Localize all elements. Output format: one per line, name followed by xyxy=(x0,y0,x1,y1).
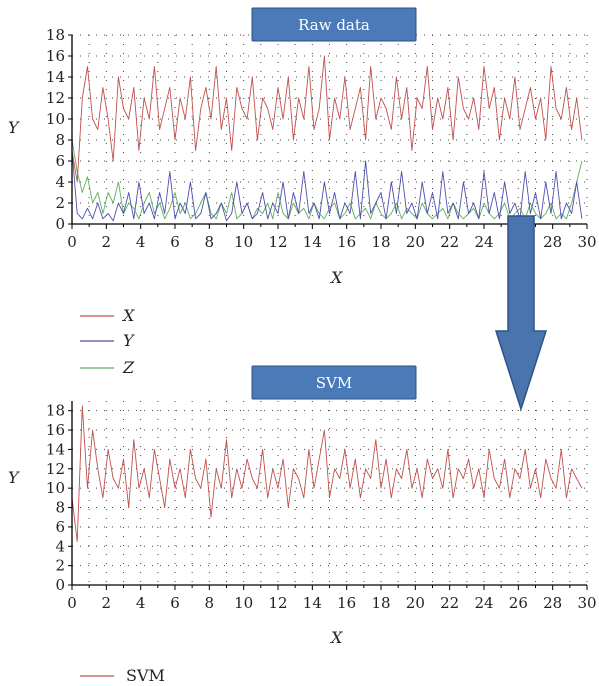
svm-x-tick-label: 2 xyxy=(102,594,112,612)
svm-y-tick-label: 14 xyxy=(46,440,65,458)
raw-data-x-tick-label: 22 xyxy=(440,233,459,251)
svm-series xyxy=(71,405,583,542)
raw-data-x-tick-label: 20 xyxy=(406,233,425,251)
raw-data-y-tick-label: 2 xyxy=(55,194,65,212)
svm-x-tick-label: 24 xyxy=(474,594,493,612)
legend-label-svm: SVM xyxy=(126,666,165,685)
raw-data-series-z-line xyxy=(71,139,583,220)
raw-data-y-tick-label: 14 xyxy=(46,68,65,86)
svm-y-tick-label: 6 xyxy=(55,518,65,536)
svm-y-tick-label: 4 xyxy=(55,537,65,555)
raw-data-x-tick-label: 6 xyxy=(170,233,180,251)
svm-x-tick-label: 30 xyxy=(577,594,596,612)
raw-data-x-tick-label: 0 xyxy=(67,233,77,251)
raw-data-y-ticks: 0 2 4 6 8 10 12 14 16 18 xyxy=(46,26,72,233)
raw-data-x-tick-label: 4 xyxy=(136,233,146,251)
svm-x-tick-label: 22 xyxy=(440,594,459,612)
raw-data-series-y-line xyxy=(71,150,583,222)
raw-data-grid xyxy=(72,34,588,224)
svm-title-box: SVM xyxy=(251,365,417,400)
raw-data-title-box: Raw data xyxy=(251,7,417,42)
svm-y-tick-label: 18 xyxy=(46,402,65,420)
svm-x-tick-label: 16 xyxy=(337,594,356,612)
raw-data-x-tick-label: 10 xyxy=(234,233,253,251)
raw-data-x-tick-label: 14 xyxy=(303,233,322,251)
raw-data-x-tick-label: 8 xyxy=(205,233,215,251)
svm-x-tick-label: 20 xyxy=(406,594,425,612)
legend-label-x: X xyxy=(121,306,135,325)
svm-x-tick-label: 6 xyxy=(170,594,180,612)
raw-data-title: Raw data xyxy=(298,16,370,34)
raw-data-x-tick-label: 12 xyxy=(268,233,287,251)
raw-data-y-tick-label: 0 xyxy=(55,215,65,233)
svm-y-tick-label: 0 xyxy=(55,576,65,594)
svm-x-tick-label: 4 xyxy=(136,594,146,612)
raw-data-x-tick-label: 24 xyxy=(474,233,493,251)
raw-data-legend: X Y Z xyxy=(80,306,135,377)
svm-grid xyxy=(72,401,588,585)
raw-data-title-background xyxy=(251,7,417,42)
raw-data-x-tick-label: 30 xyxy=(577,233,596,251)
raw-data-y-tick-label: 18 xyxy=(46,26,65,44)
svm-x-ticks: 0 2 4 6 8 10 12 14 16 18 20 22 24 26 28 30 xyxy=(67,585,597,612)
raw-data-series xyxy=(71,55,583,222)
svm-x-axis-label: X xyxy=(329,628,343,647)
raw-data-y-tick-label: 16 xyxy=(46,47,65,65)
svm-series-svm-line xyxy=(71,405,583,542)
svm-x-tick-label: 18 xyxy=(371,594,390,612)
svm-y-tick-label: 2 xyxy=(55,557,65,575)
raw-data-x-tick-label: 18 xyxy=(371,233,390,251)
down-arrow-icon xyxy=(494,215,548,412)
svm-x-tick-label: 28 xyxy=(543,594,562,612)
raw-data-y-tick-label: 4 xyxy=(55,173,65,191)
raw-data-x-axis-label: X xyxy=(329,268,343,287)
raw-data-x-tick-label: 28 xyxy=(543,233,562,251)
raw-data-x-tick-label: 16 xyxy=(337,233,356,251)
svm-legend: SVM xyxy=(80,666,165,685)
legend-label-y: Y xyxy=(123,331,135,350)
svm-x-tick-label: 8 xyxy=(205,594,215,612)
svm-y-axis-label: Y xyxy=(8,468,20,487)
svm-x-tick-label: 0 xyxy=(67,594,77,612)
svm-y-tick-label: 12 xyxy=(46,460,65,478)
svm-title-background xyxy=(251,365,417,400)
svm-x-tick-label: 12 xyxy=(268,594,287,612)
svm-y-tick-label: 10 xyxy=(46,479,65,497)
svm-title: SVM xyxy=(316,374,352,392)
raw-data-y-axis-label: Y xyxy=(8,118,20,137)
svm-x-tick-label: 10 xyxy=(234,594,253,612)
legend-label-z: Z xyxy=(122,358,135,377)
raw-data-y-tick-label: 10 xyxy=(46,110,65,128)
svm-y-tick-label: 8 xyxy=(55,499,65,517)
raw-data-axes xyxy=(71,35,587,225)
raw-data-y-tick-label: 12 xyxy=(46,89,65,107)
raw-data-y-tick-label: 6 xyxy=(55,152,65,170)
raw-data-series-x-line xyxy=(71,55,583,183)
svm-x-tick-label: 26 xyxy=(509,594,528,612)
svm-y-tick-label: 16 xyxy=(46,421,65,439)
svm-x-tick-label: 14 xyxy=(303,594,322,612)
raw-data-y-tick-label: 8 xyxy=(55,131,65,149)
raw-data-x-tick-label: 2 xyxy=(102,233,112,251)
